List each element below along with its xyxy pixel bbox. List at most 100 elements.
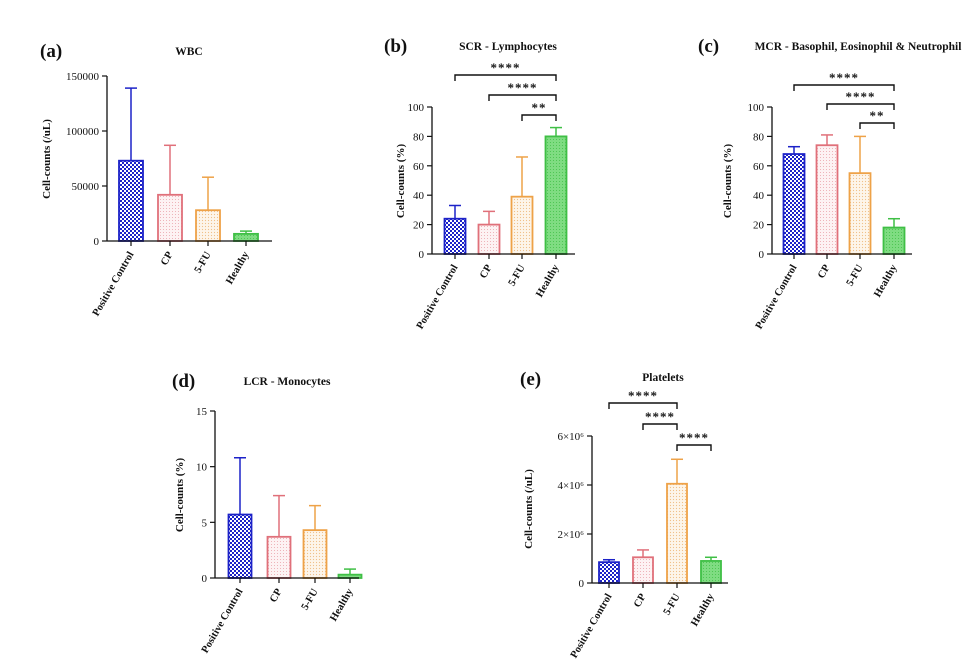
- bar: [195, 209, 221, 242]
- significance-bracket: [608, 402, 678, 409]
- x-tick-label: 5-FU: [845, 263, 866, 289]
- y-tick-label: 0: [579, 578, 585, 590]
- y-tick-label: 0: [94, 236, 100, 248]
- bar: [848, 172, 872, 255]
- y-tick-label: 60: [413, 161, 425, 173]
- x-tick-label: CP: [268, 586, 285, 604]
- x-tick-label: CP: [632, 591, 649, 609]
- y-tick-label: 2×10⁶: [557, 529, 584, 541]
- significance-bracket: [676, 444, 712, 451]
- y-tick-label: 20: [413, 220, 425, 232]
- panel-e: (e) Platelets Cell-counts (/uL) 0 2×10⁶ 4×…: [520, 369, 728, 660]
- significance-bracket: [859, 122, 895, 129]
- y-tick-label: 15: [196, 406, 208, 418]
- chart-title: WBC: [175, 46, 202, 58]
- significance-bracket: [521, 114, 557, 121]
- bar: [477, 223, 501, 255]
- y-tick-label: 100: [748, 102, 765, 114]
- x-tick-label: Healthy: [224, 249, 252, 286]
- bar: [157, 193, 183, 242]
- chart-title: Platelets: [642, 372, 684, 384]
- x-tick-label: Healthy: [872, 262, 900, 299]
- bar: [815, 144, 839, 255]
- y-tick-label: 6×10⁶: [557, 431, 584, 443]
- significance-label: ****: [491, 60, 521, 75]
- y-tick-label: 10: [196, 462, 208, 474]
- y-tick-label: 80: [753, 131, 765, 143]
- y-tick-label: 80: [413, 131, 425, 143]
- x-tick-label: Positive Control: [415, 263, 461, 331]
- x-tick-label: CP: [478, 262, 495, 280]
- y-tick-label: 100: [408, 102, 425, 114]
- panel-c: (c) MCR - Basophil, Eosinophil & Neutrop…: [698, 36, 961, 331]
- bar: [510, 195, 534, 255]
- x-tick-label: Positive Control: [754, 263, 800, 331]
- x-tick-label: Healthy: [534, 262, 562, 299]
- y-tick-label: 0: [202, 573, 208, 585]
- x-tick-label: Healthy: [689, 591, 717, 628]
- significance-bracket: [454, 74, 557, 81]
- bar: [882, 226, 906, 255]
- y-tick-label: 20: [753, 220, 765, 232]
- y-axis-label: Cell-counts (%): [395, 144, 407, 219]
- bar: [302, 529, 328, 579]
- y-tick-label: 60: [753, 161, 765, 173]
- x-tick-label: 5-FU: [193, 250, 214, 276]
- x-tick-label: 5-FU: [662, 592, 683, 618]
- significance-label: ****: [628, 388, 658, 403]
- chart-plot: 0 20 40 60 80 100 Positive Control CP 5-FU Health…: [748, 70, 912, 331]
- significance-label: ****: [846, 89, 876, 104]
- y-tick-label: 4×10⁶: [557, 480, 584, 492]
- y-tick-label: 40: [413, 190, 425, 202]
- significance-label: ****: [829, 70, 859, 85]
- y-tick-label: 50000: [72, 181, 100, 193]
- significance-label: ****: [679, 430, 709, 445]
- y-tick-label: 40: [753, 190, 765, 202]
- x-tick-label: Positive Control: [91, 250, 137, 318]
- bar: [700, 560, 722, 584]
- y-tick-label: 0: [419, 249, 425, 261]
- bar: [598, 561, 620, 584]
- chart-plot: 0 50000 100000 150000 Positive Control CP 5-FU…: [66, 71, 272, 318]
- y-tick-label: 100000: [66, 126, 100, 138]
- chart-title: LCR - Monocytes: [244, 376, 331, 388]
- y-tick-label: 150000: [66, 71, 100, 83]
- y-tick-label: 5: [202, 517, 208, 529]
- significance-bracket: [793, 84, 895, 91]
- bar: [666, 482, 688, 584]
- x-tick-label: Positive Control: [200, 587, 246, 655]
- x-tick-label: CP: [816, 262, 833, 280]
- panel-letter: (e): [520, 369, 541, 390]
- chart-plot: 0 5 10 15 Positive Control CP 5-FU Healthy: [196, 406, 363, 655]
- chart-title: SCR - Lymphocytes: [459, 41, 557, 53]
- panel-letter: (b): [384, 36, 407, 57]
- chart-plot: 0 2×10⁶ 4×10⁶ 6×10⁶ Positive Control CP 5-FU He…: [557, 388, 728, 660]
- significance-label: **: [532, 100, 547, 115]
- x-tick-label: 5-FU: [300, 587, 321, 613]
- panel-letter: (d): [172, 371, 195, 392]
- bar: [227, 513, 253, 579]
- x-tick-label: 5-FU: [507, 263, 528, 289]
- bar: [443, 217, 467, 255]
- y-tick-label: 0: [759, 249, 765, 261]
- x-tick-label: CP: [159, 249, 176, 267]
- panel-letter: (a): [40, 41, 62, 62]
- panel-letter: (c): [698, 36, 719, 57]
- panel-d: (d) LCR - Monocytes Cell-counts (%) 0 5 10…: [172, 371, 363, 655]
- bar: [544, 135, 568, 255]
- significance-label: **: [870, 108, 885, 123]
- x-tick-label: Positive Control: [569, 592, 615, 660]
- significance-bracket: [488, 94, 557, 101]
- bar: [233, 232, 259, 242]
- bar: [266, 535, 292, 579]
- panel-a: (a) WBC Cell-counts (/uL) 0 50000 100000 15…: [40, 41, 272, 318]
- y-axis-label: Cell-counts (/uL): [41, 119, 53, 199]
- panel-b: (b) SCR - Lymphocytes Cell-counts (%) 0 2…: [384, 36, 575, 331]
- x-tick-label: Healthy: [328, 586, 356, 623]
- significance-bracket: [826, 103, 895, 110]
- y-axis-label: Cell-counts (%): [174, 458, 186, 533]
- chart-title: MCR - Basophil, Eosinophil & Neutrophil: [755, 41, 962, 53]
- y-axis-label: Cell-counts (/uL): [523, 469, 535, 549]
- y-axis-label: Cell-counts (%): [722, 144, 734, 219]
